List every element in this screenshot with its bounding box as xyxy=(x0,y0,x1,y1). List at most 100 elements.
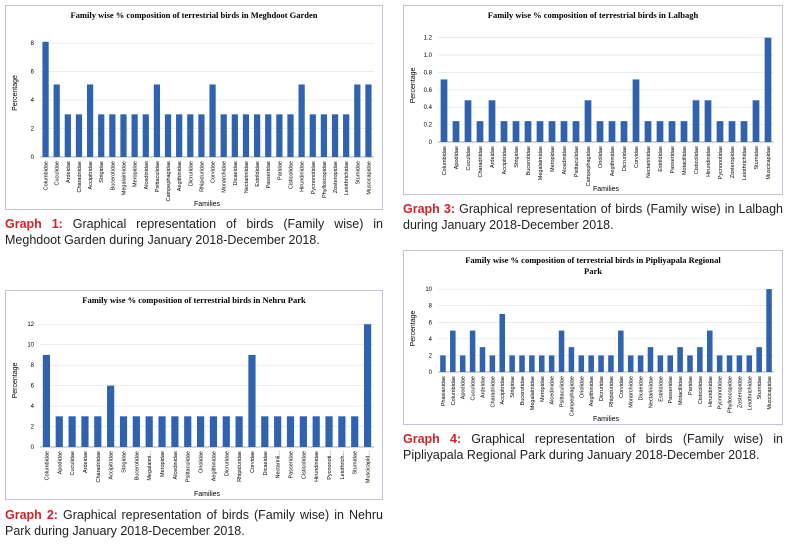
bar xyxy=(440,355,446,372)
y-tick-label: 0 xyxy=(429,140,433,146)
bar xyxy=(668,121,676,142)
bar xyxy=(598,355,604,372)
bar xyxy=(677,347,683,372)
bar xyxy=(164,114,172,157)
x-tick-label: Nectarinii... xyxy=(276,451,282,479)
x-tick-label: Estrildidae xyxy=(658,376,664,402)
bar xyxy=(620,121,628,142)
x-tick-label: Sturnidae xyxy=(355,161,361,185)
y-tick-label: 2 xyxy=(429,353,433,359)
bar xyxy=(158,416,166,447)
caption-label: Graph 4: xyxy=(403,432,462,446)
bar xyxy=(500,121,508,142)
x-tick-label: Columbidae xyxy=(451,376,457,405)
bar xyxy=(584,100,592,142)
x-tick-label: Muscicapid... xyxy=(366,451,372,484)
bar xyxy=(538,355,545,372)
bar xyxy=(476,121,484,142)
y-tick-label: 0.4 xyxy=(424,105,433,111)
bar xyxy=(548,121,556,142)
x-tick-label: Oriolidae xyxy=(598,146,604,168)
x-axis-label: Families xyxy=(194,491,221,498)
caption-label: Graph 2: xyxy=(5,508,58,522)
caption-label: Graph 1: xyxy=(5,217,63,231)
x-tick-label: Charadriidae xyxy=(478,146,484,178)
x-tick-label: Nectariniidae xyxy=(646,146,652,178)
x-tick-label: Megalaimidae xyxy=(122,161,128,195)
y-tick-label: 0.8 xyxy=(424,70,433,76)
bar xyxy=(187,114,194,157)
bar xyxy=(746,355,753,372)
caption-text: Graphical representation of birds (Famil… xyxy=(403,202,783,232)
x-tick-label: Apodidae xyxy=(454,146,460,169)
x-tick-label: Meropidae xyxy=(540,376,546,402)
x-tick-label: Charadriidae xyxy=(96,451,102,483)
x-tick-label: Psittaculidae xyxy=(560,376,566,407)
y-axis-label: Percentage xyxy=(410,310,417,346)
bar xyxy=(354,84,361,157)
bar xyxy=(716,355,723,372)
bar xyxy=(656,121,664,142)
bar xyxy=(558,330,565,372)
bar xyxy=(667,355,674,372)
y-tick-label: 0 xyxy=(31,445,35,451)
x-tick-label: Nectariniidae xyxy=(648,376,654,408)
x-tick-label: Phasianidae xyxy=(441,376,447,406)
y-tick-label: 0 xyxy=(429,370,433,376)
bar xyxy=(440,79,448,142)
x-tick-label: Megalaimidae xyxy=(538,146,544,180)
x-tick-label: Pycnonoti... xyxy=(327,451,333,480)
bar xyxy=(608,121,616,142)
bar xyxy=(509,355,515,372)
bar xyxy=(276,114,283,157)
x-axis-label: Families xyxy=(194,201,221,208)
bar xyxy=(274,416,282,447)
y-axis-label: Percentage xyxy=(410,67,417,103)
bar xyxy=(248,354,256,447)
y-axis-label: Percentage xyxy=(12,362,19,398)
bar xyxy=(680,121,688,142)
bar xyxy=(287,114,294,157)
bar xyxy=(120,114,127,157)
x-tick-label: Psittaculidae xyxy=(155,161,161,192)
chart: 0 2 4 6 8 10 Percentage Families Phasianidae Colu… xyxy=(410,287,774,423)
x-tick-label: Passeridae xyxy=(668,376,674,404)
x-tick-label: Monarchidae xyxy=(222,161,228,193)
x-axis-label: Families xyxy=(593,416,620,423)
x-tick-label: Dicruridae xyxy=(622,146,628,171)
y-tick-label: 8 xyxy=(429,304,433,310)
bar xyxy=(488,100,496,142)
x-tick-label: Oriolidae xyxy=(579,376,585,398)
x-tick-label: Accipitridae xyxy=(502,146,508,174)
x-tick-label: Accipitridae xyxy=(109,451,115,479)
chart-panel: Family wise % composition of terrestrial… xyxy=(5,290,383,500)
y-tick-label: 4 xyxy=(31,98,35,104)
bar xyxy=(365,84,372,157)
y-tick-label: 2 xyxy=(31,425,35,431)
x-tick-label: Monarchidae xyxy=(629,376,635,408)
x-tick-label: Megalaimidae xyxy=(530,376,536,410)
bar xyxy=(512,121,520,142)
bar xyxy=(286,416,295,447)
x-tick-label: Alcedinidae xyxy=(144,161,150,189)
x-tick-label: Psittaculidae xyxy=(186,451,192,482)
x-tick-label: Ardeidae xyxy=(490,146,496,168)
x-tick-label: Aegithinidae xyxy=(177,161,183,191)
y-tick-label: 10 xyxy=(27,343,34,349)
bar xyxy=(728,121,736,142)
x-tick-label: Passeridae xyxy=(289,451,295,479)
bar xyxy=(68,416,76,447)
x-tick-label: Oriolidae xyxy=(199,451,205,473)
x-tick-label: Estrildidae xyxy=(255,161,261,187)
bar xyxy=(209,416,218,447)
x-tick-label: Strigidae xyxy=(514,146,520,168)
bar xyxy=(572,121,580,142)
x-tick-label: Campephagidae xyxy=(166,161,172,201)
bar xyxy=(459,355,466,372)
bar xyxy=(692,100,700,142)
bar xyxy=(450,330,456,372)
x-tick-label: Corvidae xyxy=(634,146,640,168)
x-tick-label: Apodidae xyxy=(461,376,467,399)
x-tick-label: Pycnonotidae xyxy=(718,376,724,409)
x-tick-label: Leiothrichidae xyxy=(742,146,748,180)
